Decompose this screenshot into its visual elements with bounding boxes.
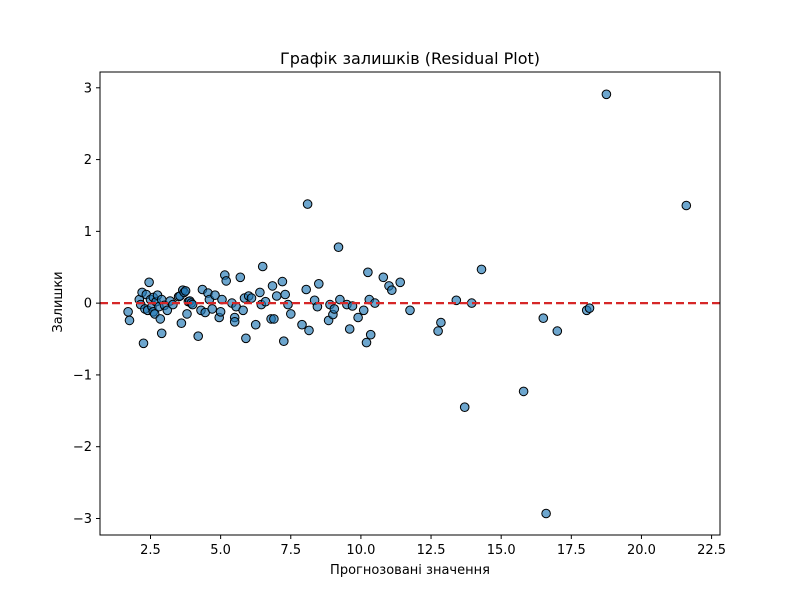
x-tick-label: 10.0 [346, 543, 375, 558]
data-point [176, 318, 187, 329]
data-point [215, 307, 226, 317]
data-point [361, 337, 372, 348]
data-point [210, 290, 220, 301]
data-point [378, 272, 389, 283]
data-point [314, 279, 324, 289]
data-point [168, 299, 178, 310]
x-tick-label: 12.5 [417, 543, 446, 558]
data-point [279, 336, 289, 347]
data-point [584, 303, 595, 314]
data-point [395, 277, 406, 288]
chart-title: Графік залишків (Residual Plot) [280, 49, 540, 68]
data-point [283, 299, 293, 310]
data-point [221, 276, 231, 286]
data-point [187, 299, 198, 310]
y-axis-title: Залишки [51, 271, 66, 332]
y-tick-label: 2 [84, 153, 92, 168]
data-point [124, 315, 135, 326]
data-point [267, 281, 278, 291]
data-point [280, 289, 291, 300]
y-tick-label: 1 [84, 225, 92, 240]
data-point [138, 338, 149, 349]
y-tick-label: −3 [73, 512, 92, 527]
data-point [552, 326, 563, 336]
data-point [365, 329, 376, 340]
data-point [235, 272, 246, 283]
data-point [123, 307, 133, 317]
data-point [260, 296, 271, 307]
data-point [257, 261, 268, 272]
data-point [681, 200, 692, 211]
data-point [476, 264, 487, 275]
data-point [155, 314, 166, 324]
data-point [269, 314, 279, 324]
data-point [250, 319, 261, 330]
data-point [144, 277, 154, 288]
data-point [277, 276, 288, 287]
data-point [541, 508, 551, 519]
data-point [156, 328, 167, 339]
y-ticks: −3 −2 −1 0 1 2 3 [73, 81, 100, 527]
x-tick-label: 15.0 [487, 543, 516, 558]
data-point [246, 293, 257, 303]
data-point [241, 333, 251, 344]
data-point [333, 242, 344, 252]
data-point [302, 199, 313, 209]
data-point [229, 317, 240, 327]
data-point [518, 386, 529, 397]
data-point [433, 326, 443, 336]
data-point [180, 286, 191, 296]
data-point [297, 319, 307, 330]
y-tick-label: 0 [84, 297, 92, 312]
data-point [162, 305, 173, 316]
x-ticks: 2.5 5.0 7.5 10.0 12.5 15.0 17.5 20.0 22.5 [140, 535, 726, 558]
data-point [182, 309, 192, 319]
data-point [601, 89, 612, 100]
x-tick-label: 7.5 [280, 543, 301, 558]
y-tick-label: 3 [84, 81, 92, 96]
x-tick-label: 20.0 [627, 543, 656, 558]
x-tick-label: 17.5 [557, 543, 586, 558]
data-point [255, 287, 265, 298]
points-layer [123, 89, 692, 519]
data-point [286, 309, 296, 319]
data-point [271, 291, 282, 301]
data-point [363, 267, 373, 278]
data-point [329, 304, 340, 314]
data-point [538, 313, 549, 324]
x-tick-label: 2.5 [140, 543, 161, 558]
x-tick-label: 5.0 [210, 543, 231, 558]
data-point [335, 294, 345, 305]
data-point [344, 324, 355, 334]
x-tick-label: 22.5 [697, 543, 726, 558]
data-point [301, 284, 312, 295]
data-point [353, 312, 363, 323]
data-point [304, 325, 314, 336]
data-point [436, 317, 446, 328]
data-point [459, 402, 470, 413]
data-point [193, 331, 203, 342]
data-point [207, 304, 217, 314]
data-point [238, 305, 248, 316]
x-axis-title: Прогнозовані значення [330, 563, 490, 578]
data-point [358, 305, 369, 316]
data-point [387, 285, 397, 296]
y-tick-label: −1 [73, 368, 92, 383]
y-tick-label: −2 [73, 440, 92, 455]
data-point [405, 305, 415, 316]
